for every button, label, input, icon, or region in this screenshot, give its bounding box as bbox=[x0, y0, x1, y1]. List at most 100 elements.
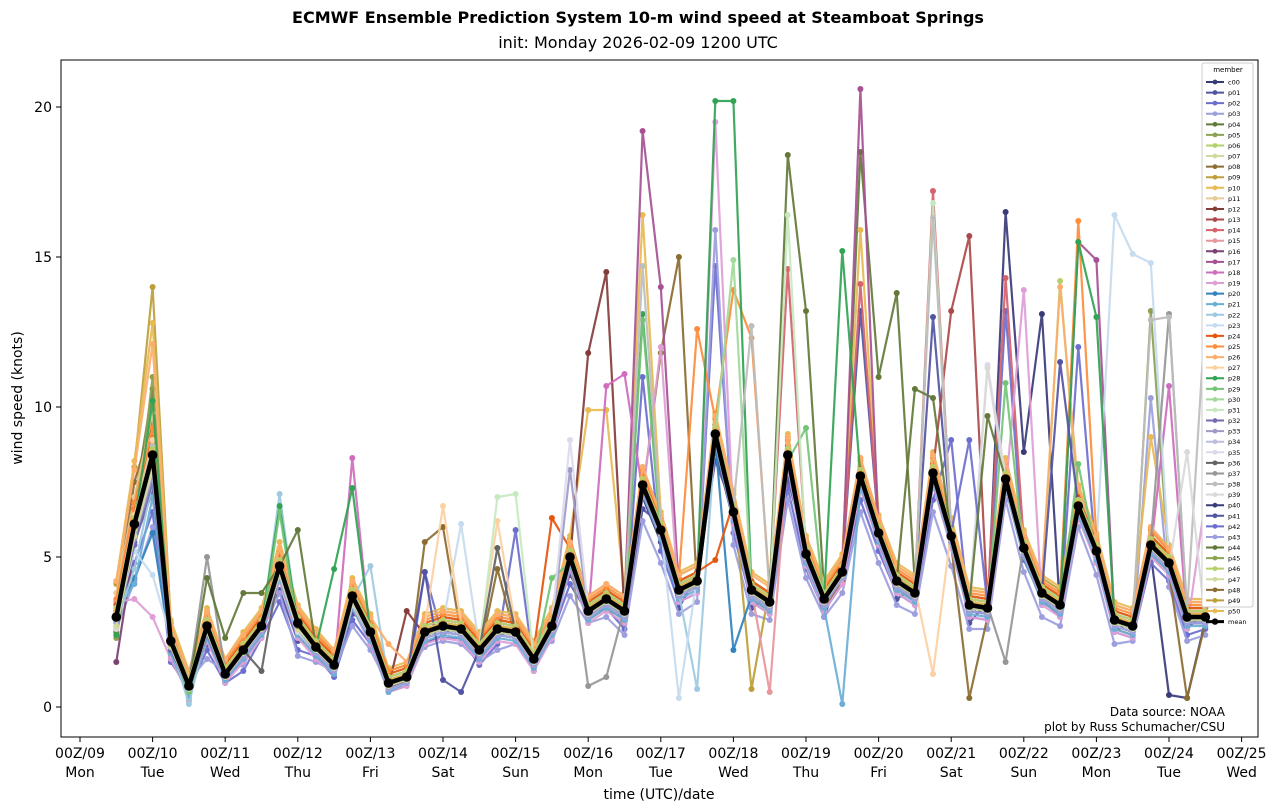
x-tick-label: 00Z/24 bbox=[1144, 746, 1194, 762]
data-point bbox=[657, 560, 664, 566]
legend-marker-p35 bbox=[1212, 449, 1218, 455]
legend-label-mean: mean bbox=[1228, 618, 1246, 626]
legend-marker-p47 bbox=[1212, 576, 1218, 582]
legend-label-p35: p35 bbox=[1228, 449, 1240, 457]
mean-point bbox=[347, 591, 358, 601]
data-point bbox=[930, 509, 936, 515]
legend-marker-p10 bbox=[1212, 185, 1218, 191]
legend-marker-p42 bbox=[1212, 523, 1218, 529]
data-point bbox=[149, 398, 156, 404]
data-point bbox=[276, 491, 283, 497]
legend-marker-c00 bbox=[1212, 79, 1218, 85]
legend-marker-p23 bbox=[1212, 322, 1218, 328]
data-point bbox=[185, 701, 192, 707]
x-tick-day-label: Tue bbox=[140, 765, 165, 781]
legend-label-p14: p14 bbox=[1228, 227, 1240, 235]
mean-point bbox=[1055, 600, 1065, 610]
mean-point bbox=[764, 597, 775, 607]
legend-marker-p38 bbox=[1212, 481, 1218, 487]
data-point bbox=[784, 152, 791, 158]
legend-label-p39: p39 bbox=[1228, 491, 1240, 499]
data-point bbox=[149, 524, 156, 530]
data-point bbox=[240, 632, 247, 638]
data-point bbox=[766, 689, 773, 695]
x-tick-label: 00Z/13 bbox=[345, 746, 395, 762]
data-point bbox=[1075, 239, 1082, 245]
legend-title: member bbox=[1213, 66, 1243, 74]
legend-label-p13: p13 bbox=[1228, 216, 1240, 224]
x-tick-day-label: Tue bbox=[1156, 765, 1181, 781]
data-point bbox=[349, 455, 356, 461]
credit-source: Data source: NOAA bbox=[1110, 705, 1226, 719]
x-tick-label: 00Z/14 bbox=[418, 746, 468, 762]
data-point bbox=[1166, 545, 1172, 551]
mean-point bbox=[401, 672, 412, 682]
data-point bbox=[784, 212, 791, 218]
data-point bbox=[1147, 434, 1154, 440]
data-point bbox=[712, 227, 719, 233]
mean-point bbox=[256, 621, 267, 631]
x-tick-label: 00Z/11 bbox=[200, 746, 250, 762]
data-point bbox=[1075, 461, 1082, 467]
data-point bbox=[458, 689, 465, 695]
data-point bbox=[349, 578, 356, 584]
mean-point bbox=[365, 627, 376, 637]
y-tick-label: 20 bbox=[34, 100, 52, 116]
legend-marker-p11 bbox=[1212, 195, 1218, 201]
data-point bbox=[421, 569, 428, 575]
x-tick-label: 00Z/23 bbox=[1071, 746, 1121, 762]
data-point bbox=[748, 686, 755, 692]
data-point bbox=[911, 611, 918, 617]
legend-marker-p48 bbox=[1212, 587, 1218, 593]
legend-label-p23: p23 bbox=[1228, 322, 1240, 330]
chart-subtitle: init: Monday 2026-02-09 1200 UTC bbox=[498, 33, 778, 52]
data-point bbox=[639, 317, 646, 323]
mean-point bbox=[492, 624, 503, 634]
legend-label-p11: p11 bbox=[1228, 195, 1240, 203]
legend-label-p18: p18 bbox=[1228, 269, 1240, 277]
mean-point bbox=[220, 669, 230, 679]
data-point bbox=[440, 524, 446, 530]
legend-marker-p32 bbox=[1212, 418, 1218, 423]
mean-point bbox=[1019, 543, 1029, 553]
data-point bbox=[1002, 209, 1009, 215]
data-point bbox=[893, 290, 900, 296]
data-point bbox=[403, 608, 410, 614]
legend-label-p20: p20 bbox=[1228, 290, 1240, 298]
data-point bbox=[839, 590, 846, 596]
data-point bbox=[1093, 572, 1100, 578]
data-point bbox=[930, 452, 936, 458]
x-tick-day-label: Fri bbox=[870, 765, 887, 781]
legend-marker-p37 bbox=[1212, 471, 1218, 476]
data-point bbox=[512, 527, 519, 533]
data-point bbox=[784, 497, 791, 503]
legend-label-p10: p10 bbox=[1228, 184, 1240, 192]
data-point bbox=[784, 434, 791, 440]
data-point bbox=[639, 212, 646, 218]
legend-label-p44: p44 bbox=[1228, 544, 1240, 552]
y-tick-label: 15 bbox=[34, 250, 52, 266]
legend-marker-p14 bbox=[1212, 227, 1218, 233]
mean-point bbox=[202, 621, 212, 631]
mean-point bbox=[238, 645, 249, 655]
data-point bbox=[966, 626, 973, 632]
data-point bbox=[1002, 659, 1009, 665]
data-point bbox=[149, 341, 156, 347]
mean-point bbox=[1182, 612, 1192, 622]
data-point bbox=[567, 437, 573, 443]
legend-marker-p18 bbox=[1212, 270, 1218, 275]
legend-marker-p49 bbox=[1212, 598, 1218, 603]
mean-point bbox=[692, 576, 702, 586]
x-tick-day-label: Sun bbox=[1010, 765, 1037, 781]
data-point bbox=[1129, 251, 1136, 257]
mean-point bbox=[111, 612, 122, 622]
x-tick-day-label: Sun bbox=[502, 765, 529, 781]
mean-point bbox=[438, 621, 448, 631]
data-point bbox=[839, 248, 846, 254]
legend-label-p47: p47 bbox=[1228, 576, 1240, 584]
data-point bbox=[603, 674, 610, 680]
data-point bbox=[567, 467, 573, 473]
data-point bbox=[113, 578, 120, 584]
data-point bbox=[1166, 314, 1172, 320]
